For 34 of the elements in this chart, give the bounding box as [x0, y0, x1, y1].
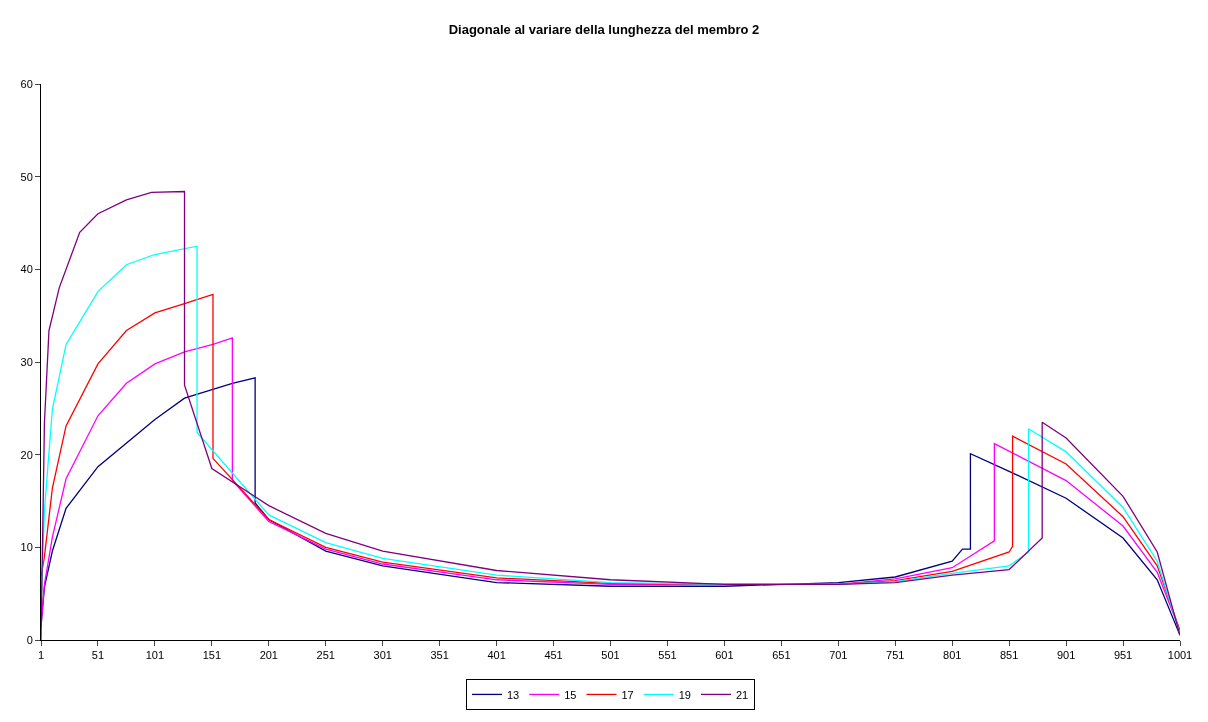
y-tick-label: 60 — [20, 77, 33, 90]
x-tick-label: 451 — [544, 649, 563, 662]
chart-title: Diagonale al variare della lunghezza del membro 2 — [448, 22, 760, 38]
x-tick-label: 651 — [772, 649, 791, 662]
x-tick-label: 501 — [601, 649, 620, 662]
x-tick-label: 1 — [37, 649, 45, 662]
y-tick-label: 20 — [20, 448, 33, 461]
x-tick-label: 101 — [145, 649, 165, 662]
y-tick-label: 40 — [20, 263, 33, 276]
y-tick-label: 50 — [20, 170, 33, 183]
y-tick-label: 10 — [20, 541, 33, 554]
x-tick-label: 51 — [91, 649, 105, 662]
legend-label: 19 — [678, 688, 691, 701]
x-tick-label: 951 — [1113, 649, 1133, 662]
x-tick-label: 801 — [943, 649, 962, 662]
x-tick-label: 401 — [487, 649, 506, 662]
x-tick-label: 601 — [715, 649, 734, 662]
y-tick-label: 30 — [20, 355, 33, 368]
x-tick-label: 851 — [999, 649, 1019, 662]
x-tick-label: 151 — [202, 649, 222, 662]
x-tick-label: 251 — [316, 649, 335, 662]
legend-label: 15 — [564, 688, 577, 701]
x-tick-label: 351 — [430, 649, 449, 662]
legend-label: 13 — [507, 688, 520, 701]
x-tick-label: 201 — [259, 649, 278, 662]
x-tick-label: 1001 — [1167, 649, 1193, 662]
y-tick-label: 0 — [26, 633, 33, 646]
x-tick-label: 301 — [373, 649, 392, 662]
legend-label: 17 — [621, 688, 634, 701]
legend-label: 21 — [736, 688, 749, 701]
x-tick-label: 751 — [886, 649, 905, 662]
x-tick-label: 901 — [1056, 649, 1076, 662]
x-tick-label: 551 — [658, 649, 677, 662]
x-tick-label: 701 — [829, 649, 848, 662]
